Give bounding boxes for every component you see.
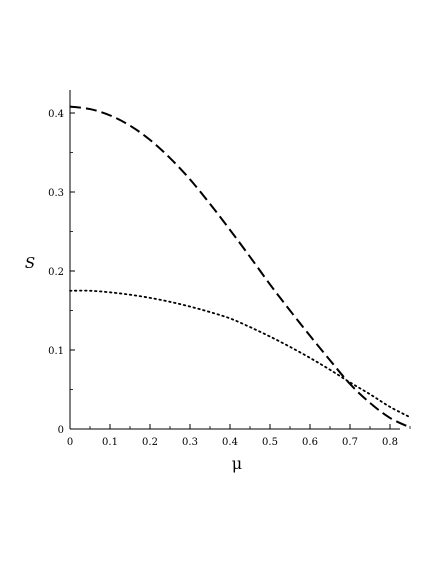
x-tick-label: 0.5	[262, 437, 278, 448]
x-tick-label: 0.7	[342, 437, 358, 448]
y-tick-label: 0.1	[48, 346, 64, 357]
y-axis-title: S	[25, 254, 35, 272]
x-tick-label: 0.4	[222, 437, 238, 448]
x-tick-label: 0.2	[142, 437, 158, 448]
series-layer	[69, 105, 411, 429]
y-tick-label: 0	[58, 425, 64, 436]
x-tick-label: 0.1	[102, 437, 118, 448]
series-dashed-line	[69, 105, 411, 429]
y-tick-label: 0.2	[48, 267, 64, 278]
y-tick-label: 0.4	[48, 109, 64, 120]
series-dotted-line	[69, 289, 411, 419]
x-axis-title: μ	[232, 454, 242, 473]
x-tick-label: 0	[67, 437, 73, 448]
ticks-layer: 0 0.1 0.2 0.3 0.4 0.5 0.6 0.7 0.8 0 0.1 0.2 0.3 0.4	[48, 109, 411, 448]
x-tick-label: 0.6	[302, 437, 318, 448]
y-tick-label: 0.3	[48, 188, 64, 199]
x-tick-label: 0.8	[382, 437, 398, 448]
x-tick-label: 0.3	[182, 437, 198, 448]
axes-layer	[69, 90, 400, 430]
